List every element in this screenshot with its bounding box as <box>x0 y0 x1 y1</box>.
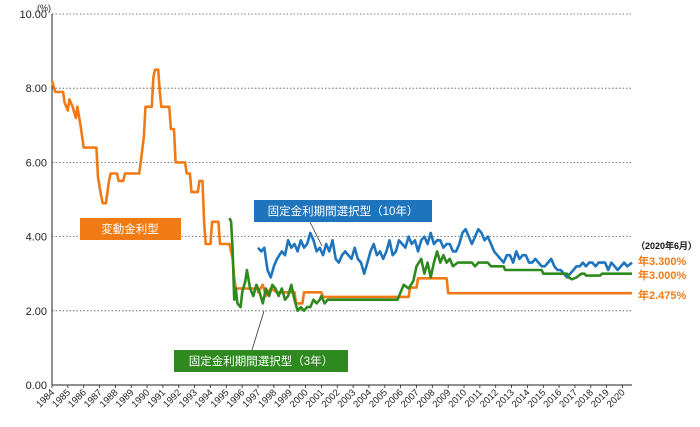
end-label-fixed-10y: 年3.300% <box>638 254 687 268</box>
y-tick-label: 6.00 <box>26 157 47 169</box>
x-tick-label: 2020 <box>605 387 628 410</box>
annotation-variable-rate-text: 変動金利型 <box>101 222 159 236</box>
y-tick-label: 4.00 <box>26 232 47 244</box>
end-label-variable: 年2.475% <box>638 288 687 302</box>
x-tick-labels: 1984198519861987198819891990199119921993… <box>34 385 628 410</box>
connector-fixed-10y <box>309 221 323 247</box>
annotation-variable-rate-box <box>80 218 181 240</box>
y-tick-label: 0.00 <box>26 380 47 392</box>
y-tick-labels: 0.00 2.00 4.00 6.00 8.00 10.00 <box>19 9 47 392</box>
series-variable-rate-line <box>50 68 632 305</box>
y-tick-label: 2.00 <box>26 306 47 318</box>
y-unit-label: (%) <box>37 3 51 13</box>
annotation-fixed-10y-box <box>254 200 432 222</box>
series-fixed-3y-line <box>228 217 632 313</box>
y-tick-label: 8.00 <box>26 83 47 95</box>
series-lines <box>50 68 633 313</box>
annotation-fixed-10y: 固定金利期間選択型（10年） <box>254 200 432 222</box>
annotation-variable-rate: 変動金利型 <box>80 218 181 240</box>
end-label-fixed-3y: 年3.000% <box>638 268 687 282</box>
connector-fixed-3y <box>251 310 265 351</box>
annotation-fixed-10y-text: 固定金利期間選択型（10年） <box>268 204 419 218</box>
annotation-connectors <box>251 221 323 351</box>
annotation-fixed-3y: 固定金利期間選択型（3年） <box>174 350 348 372</box>
annotation-fixed-3y-text: 固定金利期間選択型（3年） <box>189 354 333 368</box>
y-tick-label: 10.00 <box>19 9 47 21</box>
annotation-fixed-3y-box <box>174 350 348 372</box>
axes <box>51 14 632 386</box>
grid-lines <box>52 13 632 312</box>
date-note: （2020年6月） <box>636 240 697 251</box>
